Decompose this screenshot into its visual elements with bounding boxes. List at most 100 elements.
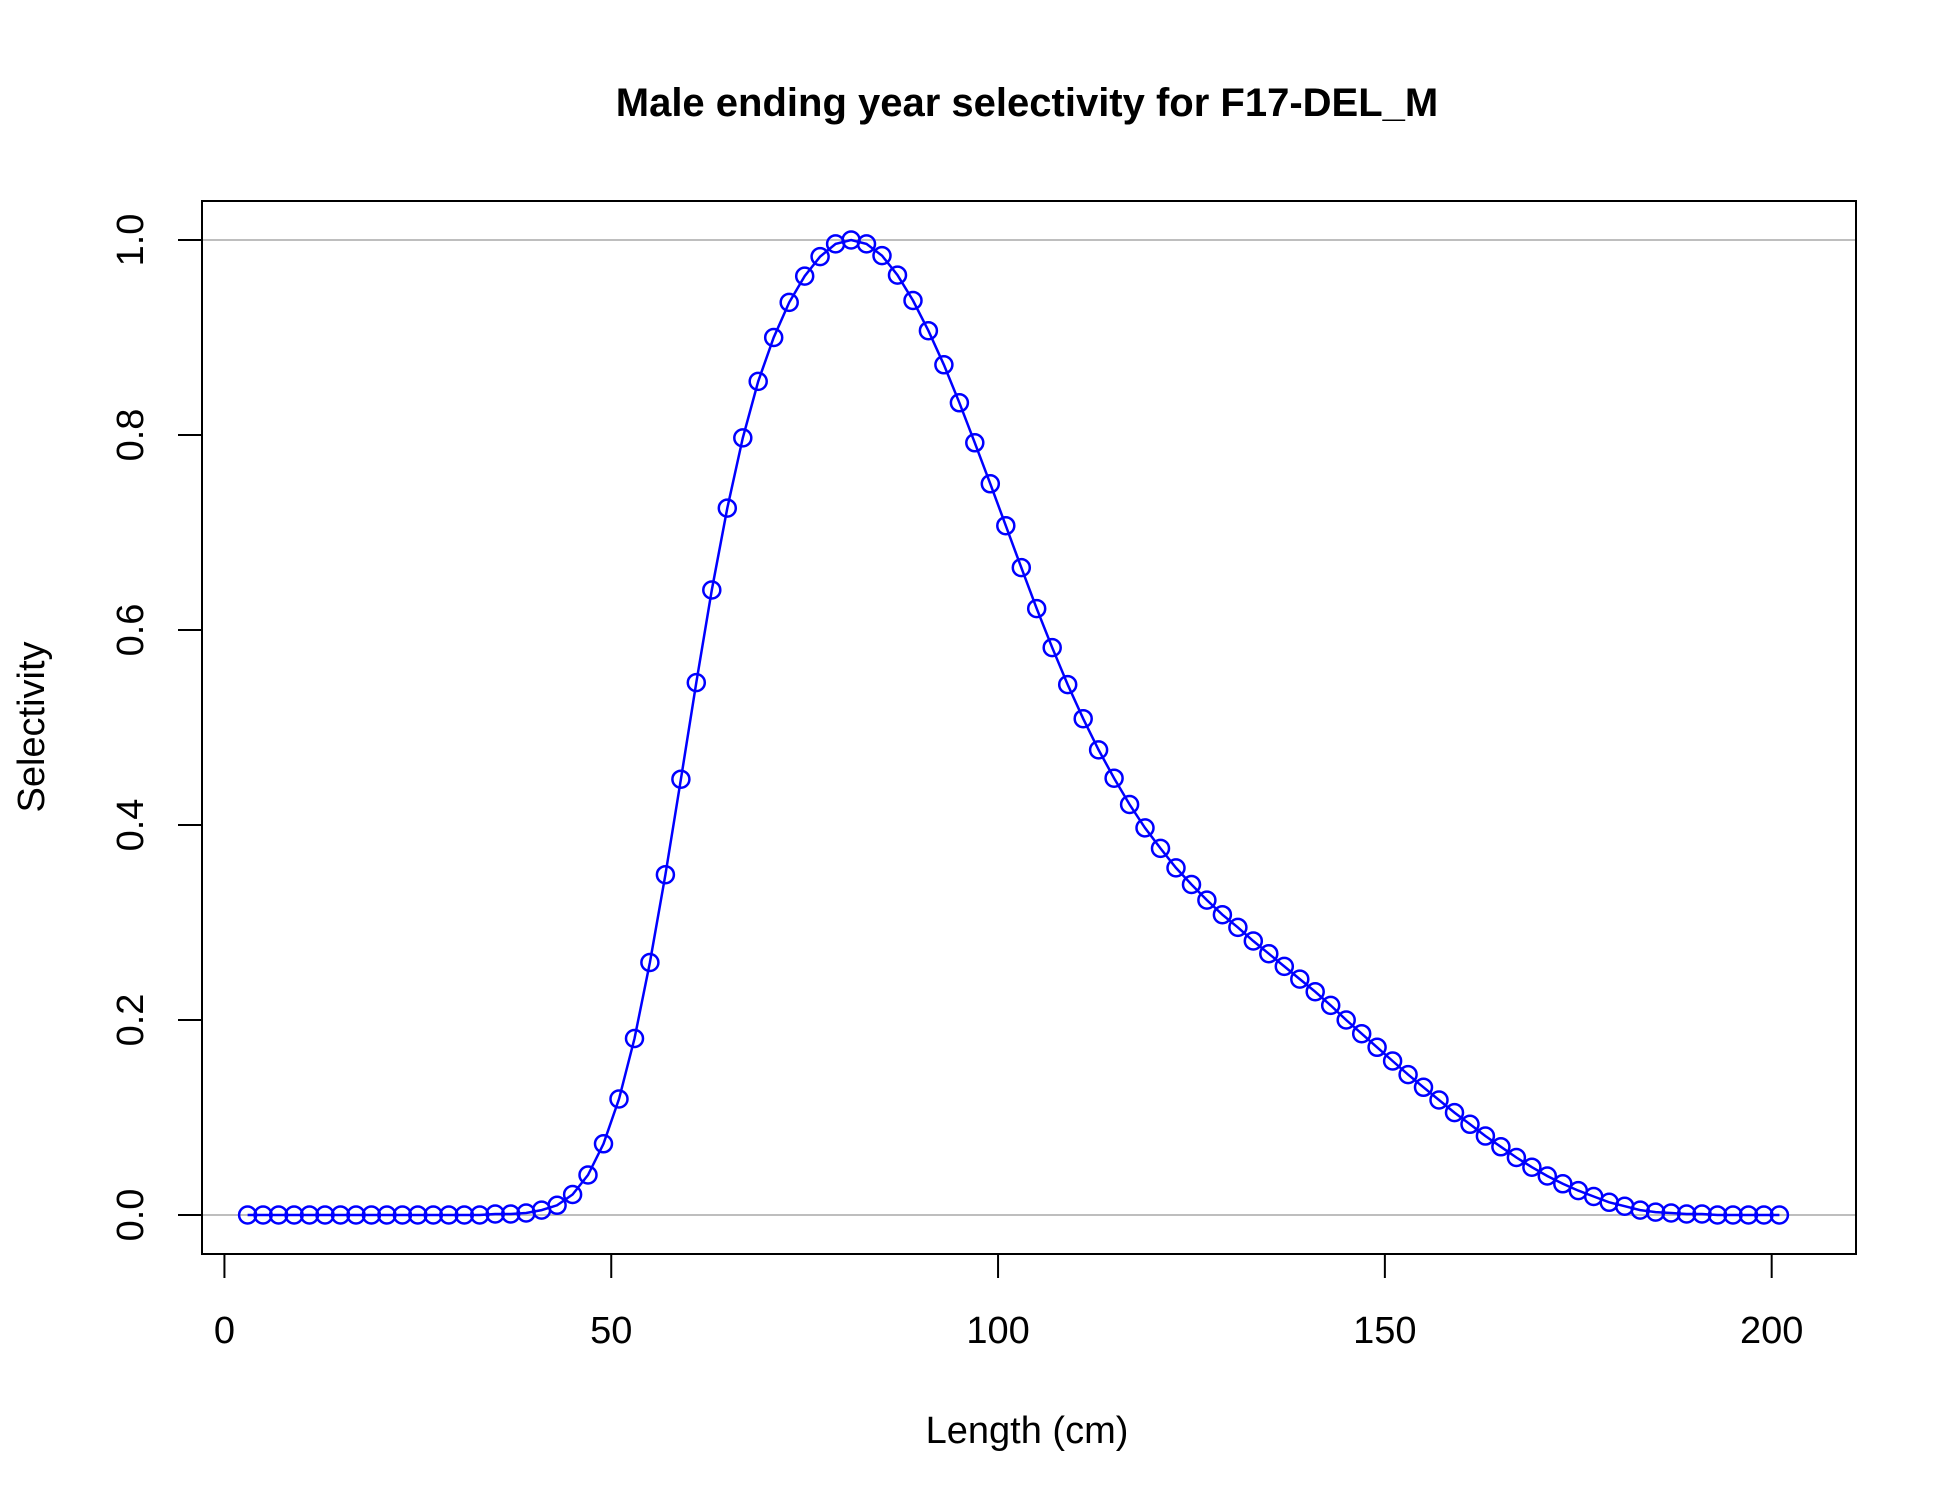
data-point	[268, 1205, 289, 1225]
data-point	[1661, 1203, 1681, 1223]
series-layer	[237, 230, 1790, 1225]
data-point	[1011, 557, 1032, 578]
reference-lines	[202, 239, 1856, 1216]
y-tick-label: 0.8	[110, 409, 152, 462]
data-point	[1212, 904, 1233, 925]
data-point	[1754, 1205, 1774, 1225]
data-point	[779, 292, 799, 313]
data-point	[872, 245, 892, 266]
data-point	[1506, 1147, 1527, 1168]
data-point	[686, 672, 707, 693]
data-point	[1119, 794, 1140, 815]
data-point	[717, 498, 738, 518]
data-point	[1336, 1010, 1356, 1030]
data-point	[1630, 1200, 1650, 1220]
y-tick-label: 1.0	[110, 214, 152, 267]
data-point	[1367, 1037, 1387, 1058]
data-point	[980, 474, 1001, 494]
data-point	[733, 428, 753, 448]
data-point	[423, 1205, 444, 1225]
data-point	[640, 952, 660, 973]
data-point	[562, 1184, 583, 1205]
data-point	[1645, 1202, 1666, 1222]
data-point	[702, 580, 722, 600]
data-point	[1460, 1114, 1480, 1135]
x-axis: 0 50 100 150 200	[214, 1253, 1803, 1352]
data-point	[1320, 995, 1341, 1016]
data-point	[408, 1205, 428, 1225]
data-point	[794, 266, 815, 286]
data-point	[1723, 1205, 1743, 1225]
data-point	[1026, 598, 1047, 619]
chart-title: Male ending year selectivity for F17-DEL…	[616, 81, 1438, 125]
data-point	[315, 1205, 335, 1225]
data-point	[1073, 708, 1093, 729]
series-line	[247, 238, 1780, 1217]
data-point	[1150, 838, 1171, 859]
y-axis: 0.0 0.2 0.4 0.6 0.8 1.0	[110, 214, 203, 1242]
data-point	[1707, 1205, 1728, 1225]
data-point	[1290, 969, 1310, 989]
data-point	[949, 393, 970, 413]
data-point	[1738, 1205, 1759, 1225]
data-point	[284, 1205, 304, 1225]
data-point	[1351, 1023, 1372, 1044]
y-tick-label: 0.2	[110, 994, 152, 1047]
x-tick-label: 50	[590, 1310, 632, 1352]
data-point	[856, 234, 877, 254]
data-point	[237, 1205, 258, 1225]
data-point	[763, 327, 784, 348]
data-point	[500, 1204, 521, 1224]
data-point	[1197, 890, 1217, 910]
data-point	[609, 1089, 629, 1109]
data-point	[547, 1195, 567, 1216]
data-point	[1769, 1205, 1790, 1225]
x-tick-label: 150	[1353, 1310, 1416, 1352]
data-point	[1166, 858, 1186, 878]
data-point	[1057, 674, 1078, 695]
y-tick-label: 0.0	[110, 1189, 152, 1242]
data-point	[1475, 1126, 1496, 1146]
x-tick-label: 200	[1740, 1310, 1803, 1352]
data-point	[903, 290, 923, 311]
data-point	[1398, 1064, 1418, 1085]
data-point	[671, 769, 691, 789]
data-point	[1274, 956, 1295, 977]
data-point	[1042, 637, 1062, 658]
data-point	[469, 1205, 490, 1225]
data-point	[887, 265, 908, 285]
data-point	[1522, 1157, 1542, 1177]
data-point	[377, 1205, 397, 1225]
data-point	[1429, 1090, 1449, 1110]
data-point	[624, 1028, 645, 1049]
data-point	[299, 1205, 320, 1225]
y-tick-label: 0.4	[110, 799, 152, 852]
x-tick-label: 100	[966, 1310, 1029, 1352]
data-point	[1413, 1077, 1434, 1098]
data-point	[454, 1205, 475, 1225]
data-point	[1259, 943, 1279, 964]
data-point	[1243, 931, 1264, 951]
data-point	[485, 1204, 505, 1224]
data-point	[361, 1205, 382, 1225]
data-point	[439, 1205, 459, 1225]
data-point	[1104, 768, 1124, 788]
data-point	[346, 1205, 366, 1225]
y-tick-label: 0.6	[110, 604, 152, 657]
x-axis-label: Length (cm)	[926, 1410, 1129, 1452]
data-point	[1088, 740, 1109, 760]
data-point	[1135, 818, 1155, 838]
data-point	[918, 320, 939, 341]
x-tick-label: 0	[214, 1310, 235, 1352]
data-point	[1491, 1137, 1511, 1157]
data-point	[810, 246, 830, 267]
data-point	[1676, 1204, 1697, 1224]
data-point	[1553, 1174, 1573, 1194]
data-point	[253, 1205, 273, 1225]
data-point	[1444, 1102, 1465, 1123]
y-axis-label: Selectivity	[11, 641, 53, 812]
data-point	[996, 515, 1016, 536]
data-point	[1228, 917, 1248, 938]
data-point	[1181, 874, 1202, 895]
